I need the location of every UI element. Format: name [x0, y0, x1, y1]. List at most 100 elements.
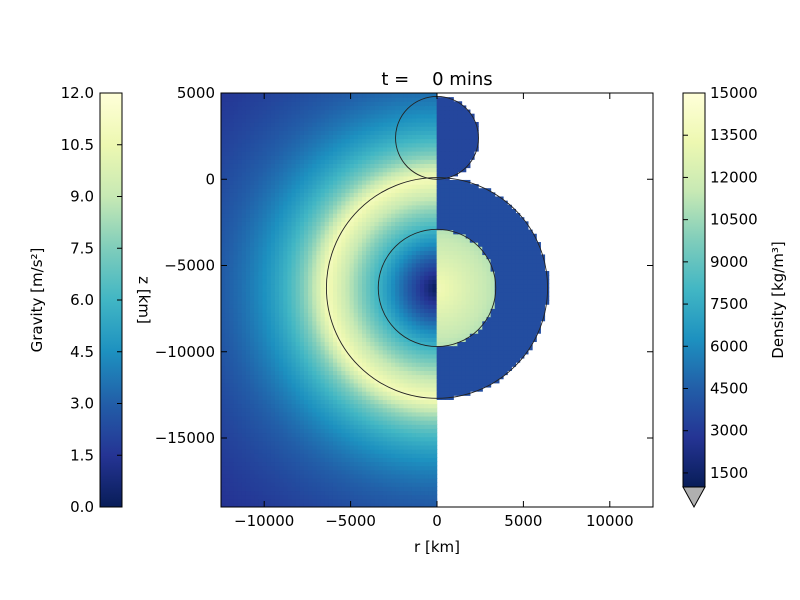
heatmap-cell	[469, 275, 475, 280]
heatmap-cell	[229, 221, 235, 227]
heatmap-cell	[465, 237, 471, 243]
heatmap-cell	[287, 486, 293, 492]
heatmap-cell	[241, 395, 247, 400]
heatmap-cell	[262, 349, 268, 355]
heatmap-cell	[362, 453, 367, 458]
heatmap-cell	[461, 353, 467, 359]
heatmap-cell	[245, 357, 251, 363]
heatmap-cell	[349, 300, 355, 305]
heatmap-cell	[250, 436, 255, 442]
heatmap-cell	[440, 316, 446, 322]
heatmap-cell	[391, 300, 396, 305]
heatmap-cell	[399, 266, 405, 272]
heatmap-cell	[407, 304, 413, 309]
heatmap-cell	[432, 366, 438, 371]
heatmap-cell	[536, 312, 541, 318]
heatmap-cell	[262, 242, 268, 247]
heatmap-cell	[362, 362, 367, 367]
heatmap-cell	[457, 217, 463, 222]
heatmap-cell	[299, 196, 305, 202]
heatmap-cell	[465, 295, 471, 301]
heatmap-cell	[527, 246, 533, 251]
heatmap-cell	[233, 378, 239, 384]
heatmap-cell	[332, 266, 338, 272]
heatmap-cell	[337, 196, 342, 202]
heatmap-cell	[432, 461, 438, 467]
heatmap-cell	[303, 246, 309, 251]
heatmap-cell	[266, 341, 272, 347]
heatmap-cell	[345, 304, 351, 309]
heatmap-cell	[453, 378, 458, 384]
heatmap-cell	[424, 283, 429, 289]
heatmap-cell	[353, 200, 359, 206]
heatmap-cell	[250, 502, 255, 507]
heatmap-cell	[328, 208, 334, 214]
heatmap-cell	[266, 324, 272, 330]
heatmap-cell	[382, 300, 388, 305]
heatmap-cell	[337, 386, 342, 392]
heatmap-cell	[312, 382, 317, 388]
heatmap-cell	[250, 208, 255, 214]
heatmap-cell	[279, 204, 284, 210]
heatmap-cell	[382, 486, 388, 492]
heatmap-cell	[386, 449, 392, 454]
heatmap-cell	[258, 382, 264, 388]
heatmap-cell	[279, 254, 284, 260]
heatmap-cell	[279, 473, 284, 479]
heatmap-cell	[378, 287, 384, 293]
heatmap-cell	[245, 308, 251, 314]
heatmap-cell	[473, 287, 479, 293]
heatmap-cell	[436, 275, 442, 280]
heatmap-cell	[403, 386, 409, 392]
heatmap-cell	[436, 266, 442, 272]
heatmap-cell	[233, 213, 239, 218]
heatmap-cell	[432, 279, 438, 285]
heatmap-cell	[424, 217, 429, 222]
heatmap-cell	[291, 208, 297, 214]
heatmap-cell	[444, 391, 450, 396]
heatmap-cell	[332, 312, 338, 318]
heatmap-cell	[407, 382, 413, 388]
heatmap-cell	[382, 432, 388, 438]
heatmap-cell	[362, 449, 367, 454]
heatmap-cell	[353, 428, 359, 434]
heatmap-cell	[494, 217, 500, 222]
heatmap-cell	[283, 428, 288, 434]
heatmap-cell	[221, 357, 226, 363]
heatmap-cell	[332, 337, 338, 342]
heatmap-cell	[221, 378, 226, 384]
heatmap-cell	[225, 374, 230, 380]
heatmap-cell	[345, 316, 351, 322]
heatmap-cell	[386, 420, 392, 425]
heatmap-cell	[337, 391, 342, 396]
heatmap-cell	[258, 374, 264, 380]
heatmap-cell	[345, 233, 351, 239]
heatmap-cell	[345, 453, 351, 458]
heatmap-cell	[349, 494, 355, 500]
heatmap-cell	[266, 271, 272, 276]
heatmap-cell	[395, 204, 400, 210]
heatmap-cell	[312, 266, 317, 272]
heatmap-cell	[324, 266, 330, 272]
heatmap-cell	[457, 328, 463, 334]
heatmap-cell	[345, 449, 351, 454]
heatmap-cell	[225, 424, 230, 429]
heatmap-cell	[411, 486, 417, 492]
heatmap-cell	[382, 407, 388, 413]
heatmap-cell	[262, 444, 268, 450]
heatmap-cell	[328, 345, 334, 351]
heatmap-cell	[503, 370, 508, 376]
heatmap-cell	[316, 391, 322, 396]
heatmap-cell	[382, 478, 388, 483]
heatmap-cell	[527, 237, 533, 243]
heatmap-cell	[237, 374, 243, 380]
heatmap-cell	[399, 407, 405, 413]
heatmap-cell	[316, 502, 322, 507]
heatmap-cell	[241, 291, 247, 297]
heatmap-cell	[370, 407, 376, 413]
heatmap-cell	[237, 407, 243, 413]
heatmap-cell	[233, 461, 239, 467]
heatmap-cell	[420, 283, 425, 289]
heatmap-cell	[266, 217, 272, 222]
heatmap-cell	[287, 328, 293, 334]
